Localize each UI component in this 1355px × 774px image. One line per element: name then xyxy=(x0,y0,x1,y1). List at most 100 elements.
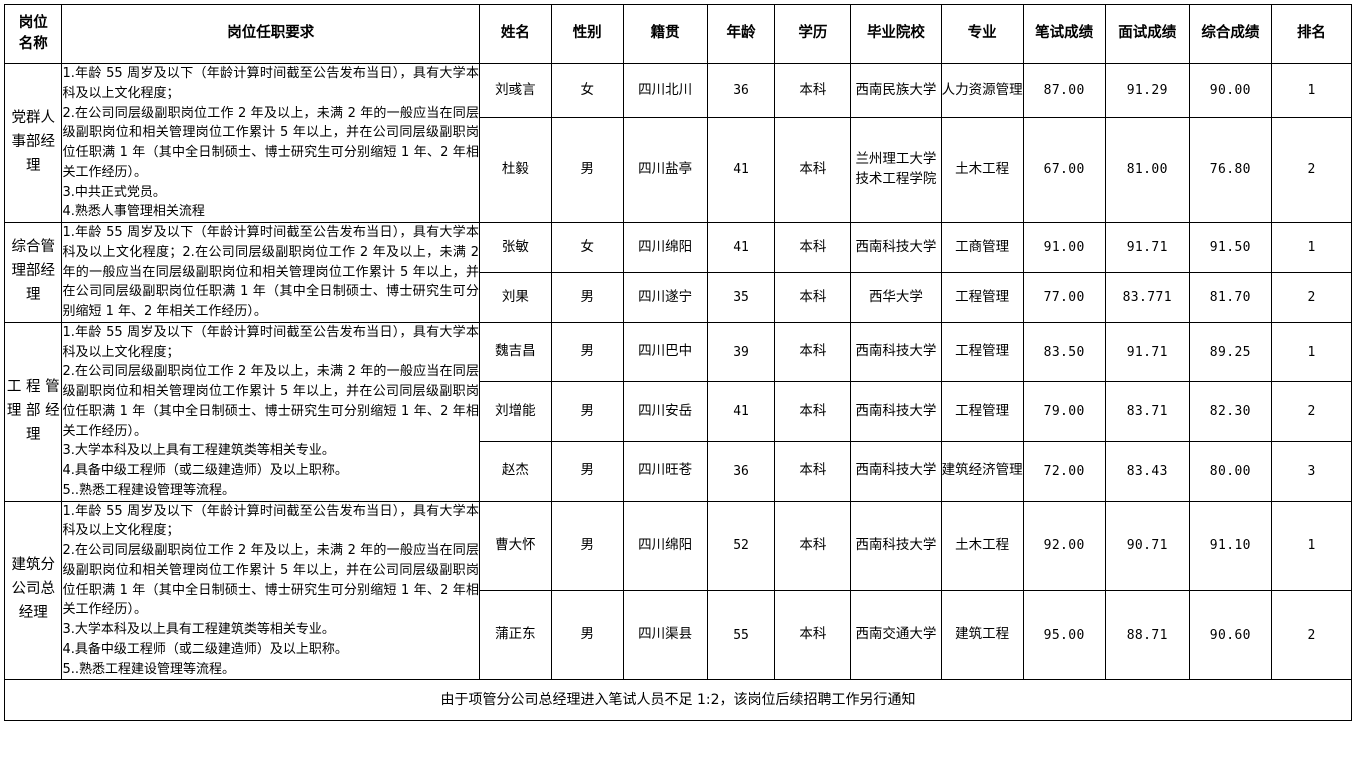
cell-education: 本科 xyxy=(774,116,852,224)
cell-interview-score: 91.71 xyxy=(1104,321,1190,383)
cell-interview-score: 81.00 xyxy=(1104,116,1190,224)
cell-total-score: 91.10 xyxy=(1188,500,1272,591)
column-header-origin: 籍贯 xyxy=(622,4,708,64)
cell-gender: 男 xyxy=(550,321,624,383)
table-header-row: 岗位 名称 岗位任职要求 姓名 性别 籍贯 年龄 学历 毕业院校 专业 笔试成绩 面试成绩 综合成绩 排名 xyxy=(3,4,1353,64)
requirement-line: 1.年龄 55 周岁及以下（年龄计算时间截至公告发布当日），具有大学本科及以上文… xyxy=(62,503,479,539)
cell-gender: 女 xyxy=(550,222,624,273)
cell-major: 土木工程 xyxy=(940,116,1024,224)
column-header-position-name-line2: 名称 xyxy=(18,36,48,52)
table-row: 蒲正东男四川渠县 55 本科 西南交通大学 建筑工程 95.00 88.71 90.60 2 xyxy=(5,589,1353,681)
requirement-line: 2.在公司同层级副职岗位工作 2 年及以上，未满 2 年的一般应当在同层级副职岗… xyxy=(62,364,479,439)
column-header-position-name-line1: 岗位 xyxy=(18,14,48,31)
cell-name: 刘彧言 xyxy=(478,63,552,118)
requirement-line: 1.年龄 55 周岁及以下（年龄计算时间截至公告发布当日），具有大学本科及以上文… xyxy=(62,225,479,319)
cell-written-score: 77.00 xyxy=(1022,271,1106,323)
cell-interview-score: 88.71 xyxy=(1104,589,1190,681)
cell-interview-score: 90.71 xyxy=(1104,500,1190,591)
column-header-age: 年龄 xyxy=(706,4,776,64)
column-header-education: 学历 xyxy=(774,4,852,64)
column-header-requirements: 岗位任职要求 xyxy=(61,4,480,64)
cell-written-score: 79.00 xyxy=(1022,381,1106,442)
cell-school: 西南科技大学 xyxy=(850,440,942,502)
position-name-cell: 工 程 管 理 部 经 理 xyxy=(3,321,63,502)
cell-education: 本科 xyxy=(774,381,852,442)
cell-school: 西南民族大学 xyxy=(850,63,942,118)
cell-gender: 男 xyxy=(550,271,624,323)
cell-name: 魏吉昌 xyxy=(478,321,552,383)
table-row: 党群人事部经理 1.年龄 55 周岁及以下（年龄计算时间截至公告发布当日），具有大… xyxy=(3,63,1353,223)
position-name-text: 综合管理部经理 xyxy=(11,239,55,304)
cell-written-score: 91.00 xyxy=(1022,222,1106,273)
requirement-line: 3.大学本科及以上具有工程建筑类等相关专业。 xyxy=(62,622,335,637)
column-header-position-name: 岗位 名称 xyxy=(3,4,63,64)
cell-gender: 男 xyxy=(550,589,624,681)
requirement-line: 1.年龄 55 周岁及以下（年龄计算时间截至公告发布当日），具有大学本科及以上文… xyxy=(62,66,479,101)
cell-rank: 1 xyxy=(1270,500,1353,591)
position-name-text: 党群人事部经理 xyxy=(11,110,55,174)
cell-education: 本科 xyxy=(774,589,852,681)
cell-origin: 四川绵阳 xyxy=(622,222,708,273)
cell-rank: 1 xyxy=(1270,63,1353,118)
position-name-text: 建筑分公司总经理 xyxy=(11,557,55,622)
cell-name: 刘果 xyxy=(478,271,552,323)
cell-education: 本科 xyxy=(774,500,852,591)
cell-school: 兰州理工大学技术工程学院 xyxy=(850,116,942,224)
recruitment-results-table: 岗位 名称 岗位任职要求 姓名 性别 籍贯 年龄 学历 毕业院校 专业 笔试成绩 面试成绩 综合成绩 排名… xyxy=(3,4,1353,722)
cell-age: 35 xyxy=(706,271,776,323)
footer-note: 由于项管分公司总经理进入笔试人员不足 1:2，该岗位后续招聘工作另行通知 xyxy=(4,679,1352,722)
cell-origin: 四川巴中 xyxy=(622,321,708,383)
cell-interview-score: 83.43 xyxy=(1104,440,1190,502)
cell-written-score: 87.00 xyxy=(1022,63,1106,118)
cell-written-score: 67.00 xyxy=(1022,116,1106,224)
table-row: 杜毅男四川盐亭 41 本科 兰州理工大学技术工程学院 土木工程 67.00 81.00 76.… xyxy=(5,116,1353,224)
column-header-total-score: 综合成绩 xyxy=(1188,4,1272,64)
cell-rank: 1 xyxy=(1270,321,1353,383)
cell-school: 西南科技大学 xyxy=(850,381,942,442)
cell-age: 52 xyxy=(706,500,776,591)
cell-name: 杜毅 xyxy=(478,116,552,224)
cell-origin: 四川绵阳 xyxy=(622,500,708,591)
cell-interview-score: 83.771 xyxy=(1104,271,1190,323)
cell-origin: 四川旺苍 xyxy=(622,440,708,502)
column-header-written-score: 笔试成绩 xyxy=(1022,4,1106,64)
table-row: 刘增能男四川安岳 41 本科 西南科技大学 工程管理 79.00 83.71 82.30 2 xyxy=(5,381,1353,442)
cell-age: 55 xyxy=(706,589,776,681)
column-header-rank: 排名 xyxy=(1270,4,1353,64)
cell-rank: 3 xyxy=(1270,440,1353,502)
requirement-line: 3.中共正式党员。 xyxy=(62,184,166,200)
cell-name: 刘增能 xyxy=(478,381,552,442)
cell-origin: 四川北川 xyxy=(622,63,708,118)
requirement-line: 4.具备中级工程师（或二级建造师）及以上职称。 xyxy=(62,641,348,657)
cell-major: 工程管理 xyxy=(940,271,1024,323)
column-header-interview-score: 面试成绩 xyxy=(1104,4,1190,64)
cell-school: 西南科技大学 xyxy=(850,321,942,383)
cell-total-score: 80.00 xyxy=(1188,440,1272,502)
cell-rank: 2 xyxy=(1270,381,1353,442)
cell-rank: 1 xyxy=(1270,222,1353,273)
cell-major: 人力资源管理 xyxy=(940,63,1024,118)
cell-gender: 男 xyxy=(550,116,624,224)
cell-written-score: 95.00 xyxy=(1022,589,1106,681)
table-row: 工 程 管 理 部 经 理 1.年龄 55 周岁及以下（年龄计算时间截至公告发布当… xyxy=(3,321,1353,502)
cell-interview-score: 91.29 xyxy=(1104,63,1190,118)
position-name-cell: 综合管理部经理 xyxy=(3,222,63,323)
cell-school: 西华大学 xyxy=(850,271,942,323)
footer-note-row: 由于项管分公司总经理进入笔试人员不足 1:2，该岗位后续招聘工作另行通知 xyxy=(4,679,1352,722)
table-row: 赵杰男四川旺苍 36 本科 西南科技大学 建筑经济管理 72.00 83.43 80.00 3 xyxy=(5,440,1353,502)
cell-age: 41 xyxy=(706,116,776,224)
cell-name: 张敏 xyxy=(478,222,552,273)
table-row: 建筑分公司总经理 1.年龄 55 周岁及以下（年龄计算时间截至公告发布当日），具有… xyxy=(3,500,1353,681)
column-header-school: 毕业院校 xyxy=(850,4,942,64)
cell-gender: 女 xyxy=(550,63,624,118)
requirement-line: 2.在公司同层级副职岗位工作 2 年及以上，未满 2 年的一般应当在同层级副职岗… xyxy=(62,543,479,618)
cell-education: 本科 xyxy=(774,222,852,273)
cell-written-score: 92.00 xyxy=(1022,500,1106,591)
table-body: 岗位 名称 岗位任职要求 姓名 性别 籍贯 年龄 学历 毕业院校 专业 笔试成绩 面试成绩 综合成绩 排名… xyxy=(3,4,1353,722)
cell-origin: 四川盐亭 xyxy=(622,116,708,224)
cell-major: 建筑经济管理 xyxy=(940,440,1024,502)
cell-education: 本科 xyxy=(774,271,852,323)
cell-name: 曹大怀 xyxy=(478,500,552,591)
column-header-gender: 性别 xyxy=(550,4,624,64)
cell-name: 蒲正东 xyxy=(478,589,552,681)
